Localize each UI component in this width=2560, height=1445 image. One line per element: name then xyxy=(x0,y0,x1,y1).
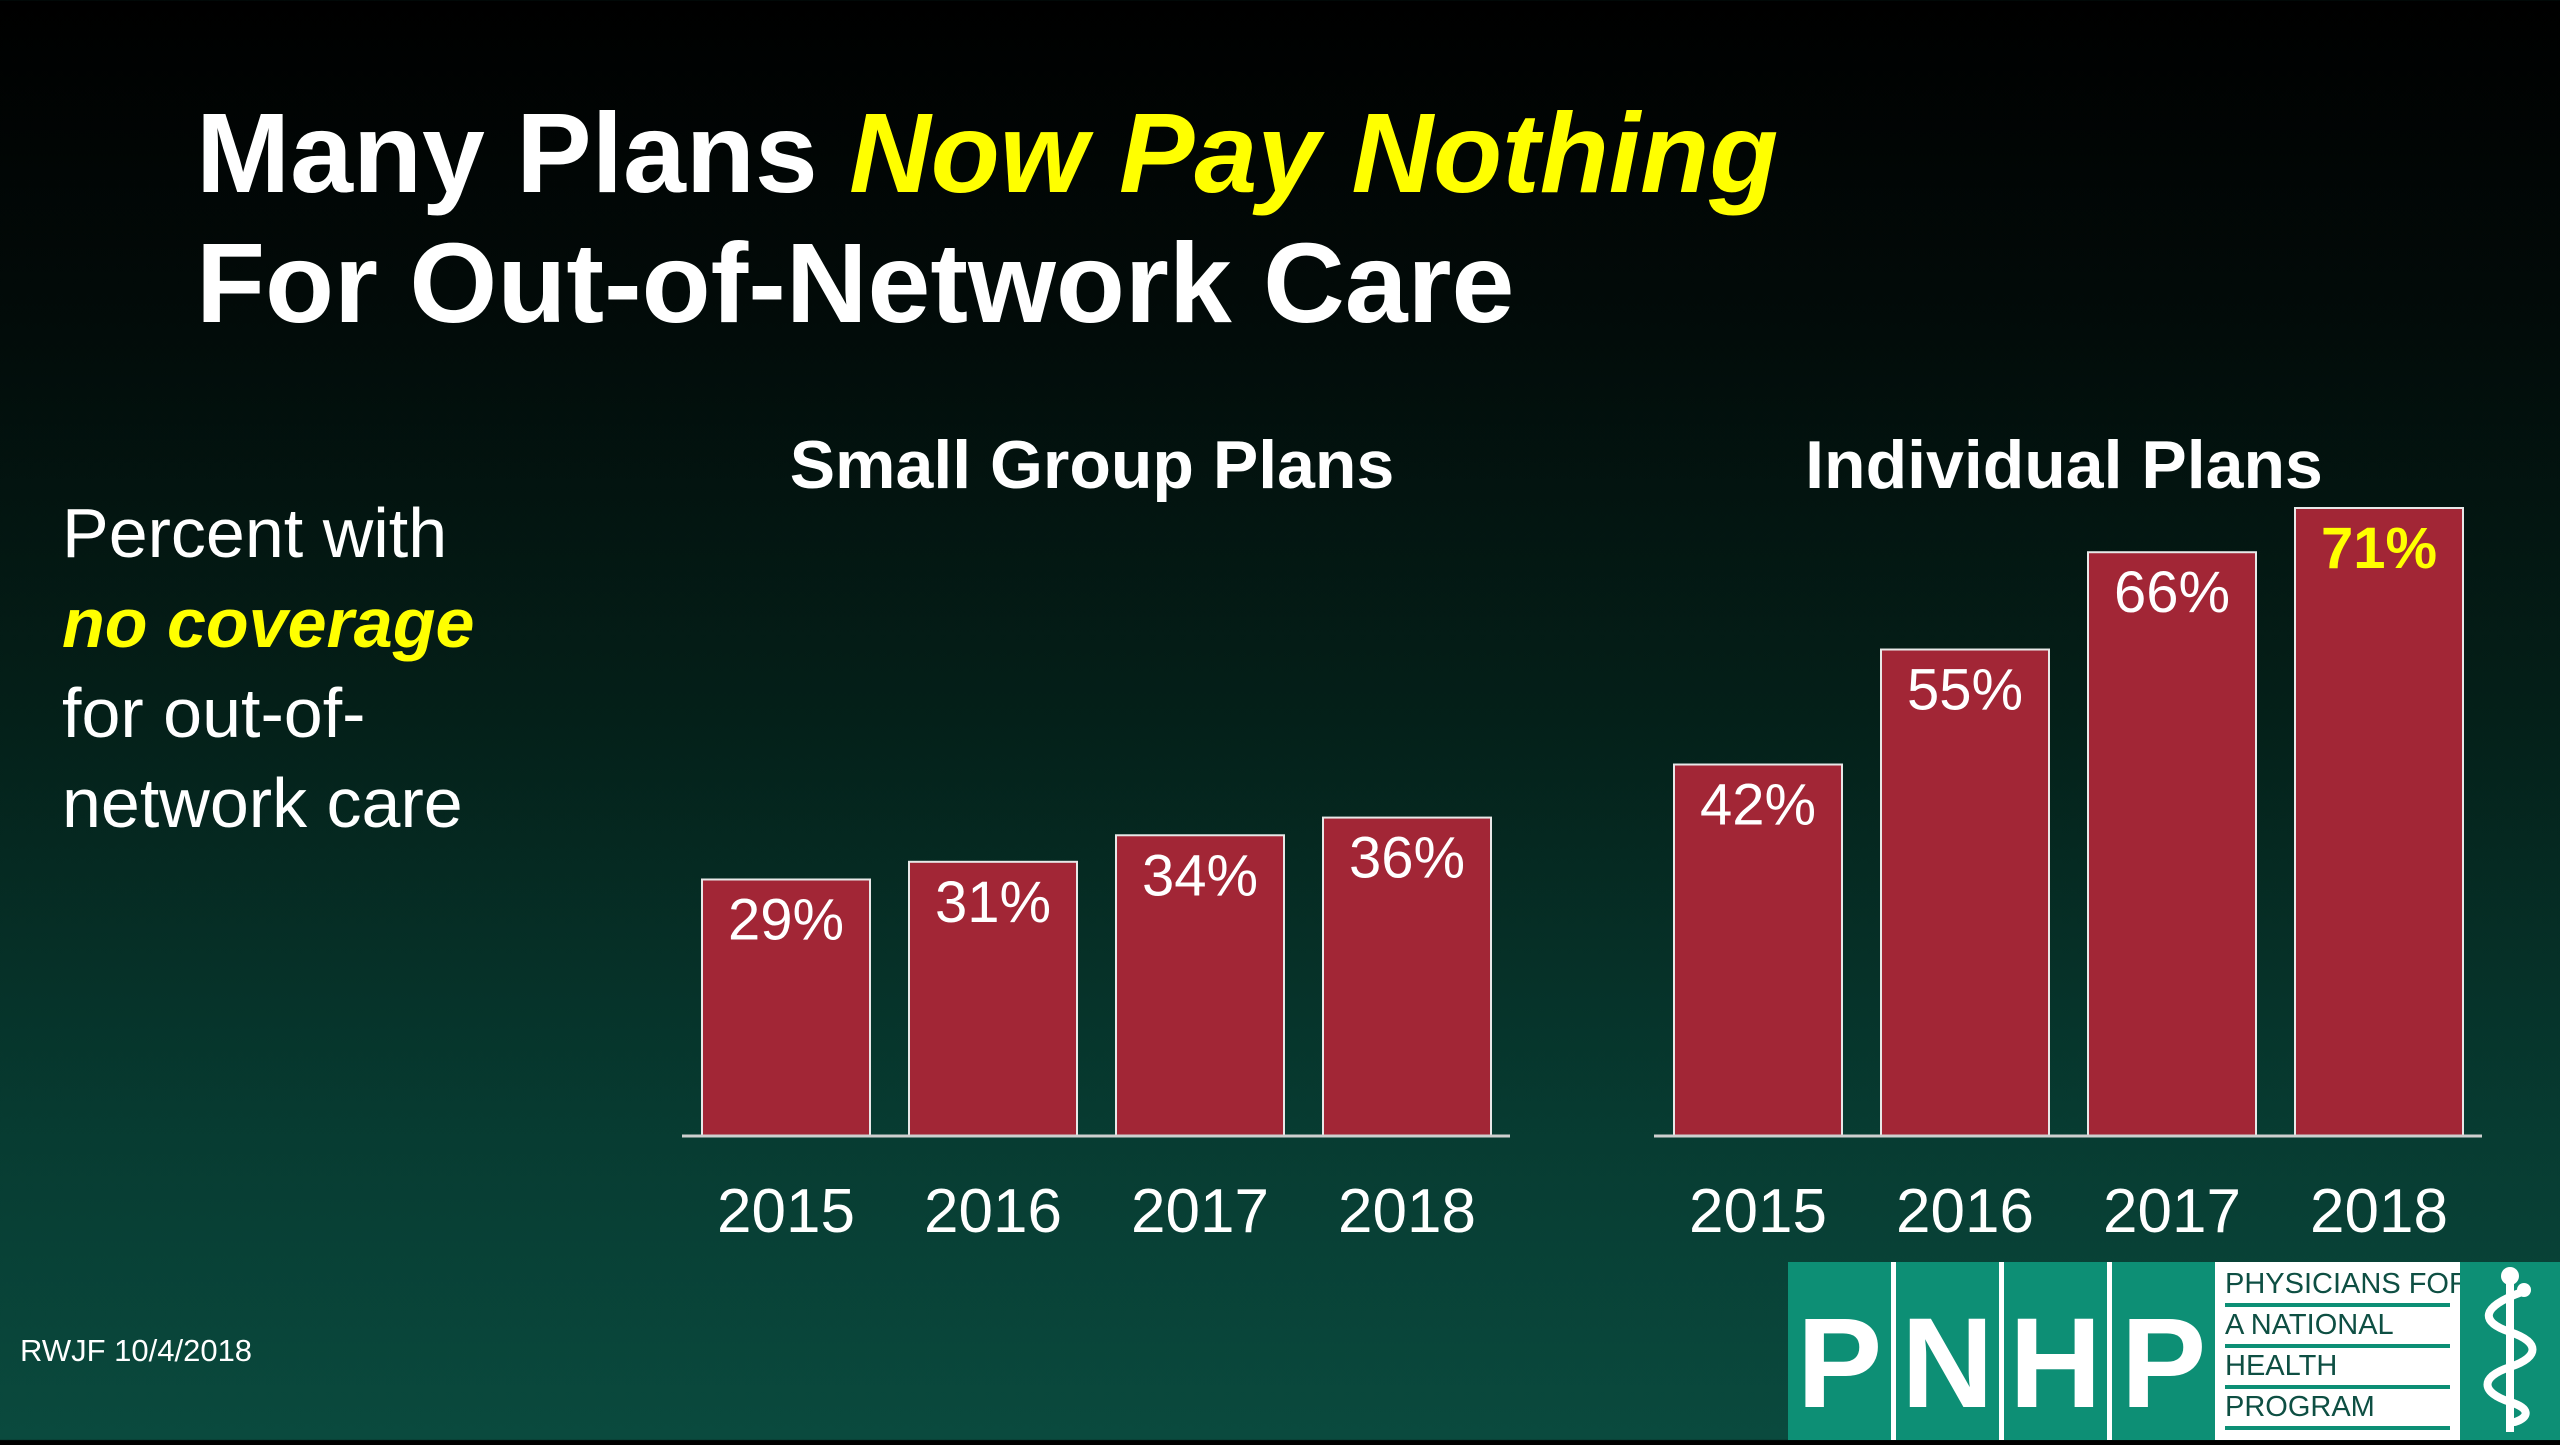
logo-letter: N xyxy=(1896,1262,2004,1440)
bar-value-label: 31% xyxy=(935,870,1051,935)
x-tick-label: 2018 xyxy=(2310,1177,2448,1246)
bar xyxy=(2087,551,2257,1137)
logo-letter: P xyxy=(2120,1292,2207,1435)
title-line1-plain: Many Plans xyxy=(196,90,850,216)
measure-description: Percent with no coverage for out-of- net… xyxy=(62,488,474,848)
bar xyxy=(908,860,1078,1137)
logo-wordmark: PHYSICIANS FOR A NATIONAL HEALTH PROGRAM xyxy=(2215,1262,2470,1440)
title-line2: For Out-of-Network Care xyxy=(196,220,1515,346)
logo-letter: P xyxy=(1788,1262,1896,1440)
logo-word: PROGRAM xyxy=(2225,1389,2450,1430)
logo-word: PHYSICIANS FOR xyxy=(2225,1266,2470,1307)
description-line1: Percent with xyxy=(62,494,448,572)
slide-title: Many Plans Now Pay Nothing For Out-of-Ne… xyxy=(196,88,1778,348)
chart-title: Small Group Plans xyxy=(790,427,1395,503)
bar-value-label: 71% xyxy=(2321,516,2437,581)
logo-letter: H xyxy=(2004,1262,2112,1440)
bar-value-label: 34% xyxy=(1142,843,1258,908)
logo-letters: P N H P xyxy=(1788,1262,2215,1440)
title-highlight: Now Pay Nothing xyxy=(849,90,1779,216)
bar xyxy=(1880,648,2050,1137)
bar-value-label: 42% xyxy=(1700,773,1816,838)
pnhp-logo: P N H P PHYSICIANS FOR A NATIONAL HEALTH… xyxy=(1788,1262,2560,1440)
logo-word: A NATIONAL xyxy=(2225,1307,2450,1348)
chart-1: Small Group Plans 29% 2015 31% 2016 34% 2017 36… xyxy=(682,427,1510,1246)
x-tick-label: 2017 xyxy=(1131,1177,1269,1246)
bar-value-label: 36% xyxy=(1349,826,1465,891)
x-tick-label: 2017 xyxy=(2103,1177,2241,1246)
caduceus-icon xyxy=(2460,1262,2560,1440)
bar xyxy=(1322,816,1492,1137)
bar-value-label: 29% xyxy=(728,887,844,952)
x-tick-label: 2015 xyxy=(717,1177,855,1246)
x-tick-label: 2016 xyxy=(924,1177,1062,1246)
source-footnote: RWJF 10/4/2018 xyxy=(20,1333,253,1368)
chart-title: Individual Plans xyxy=(1805,427,2323,503)
x-tick-label: 2018 xyxy=(1338,1177,1476,1246)
description-line4: network care xyxy=(62,764,463,842)
x-tick-label: 2015 xyxy=(1689,1177,1827,1246)
description-highlight: no coverage xyxy=(62,584,475,662)
x-tick-label: 2016 xyxy=(1896,1177,2034,1246)
description-line3: for out-of- xyxy=(62,674,366,752)
logo-word: HEALTH xyxy=(2225,1348,2450,1389)
bar-value-label: 66% xyxy=(2114,560,2230,625)
bar xyxy=(1673,763,1843,1137)
bar xyxy=(2294,507,2464,1137)
bar xyxy=(701,878,871,1138)
chart-2: Individual Plans 42% 2015 55% 2016 66% 2017 71%… xyxy=(1654,427,2482,1246)
bar-value-label: 55% xyxy=(1907,658,2023,723)
bar xyxy=(1115,834,1285,1137)
